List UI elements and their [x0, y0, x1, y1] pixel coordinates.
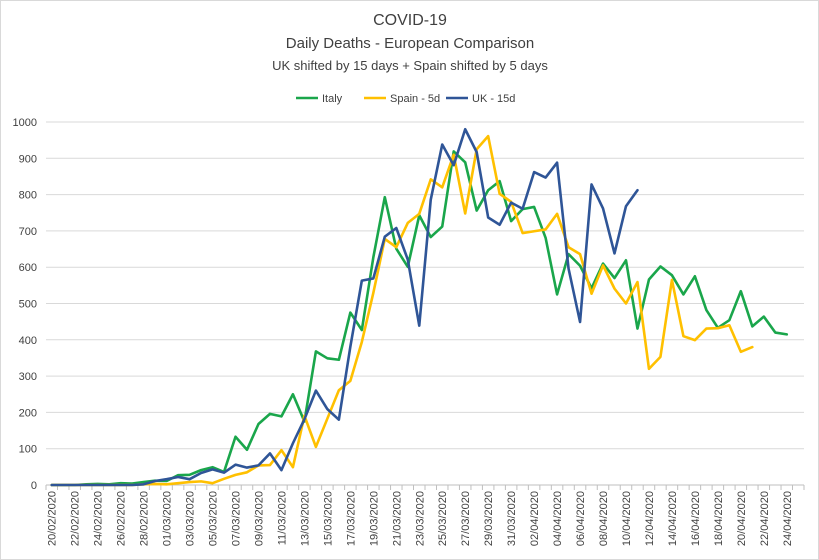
y-tick-label: 200: [19, 407, 37, 419]
legend-label-italy: Italy: [322, 93, 343, 105]
y-tick-label: 500: [19, 299, 37, 311]
x-tick-label: 31/03/2020: [506, 491, 518, 546]
chart-title: COVID-19: [373, 12, 447, 29]
y-tick-label: 800: [19, 190, 37, 202]
x-tick-label: 08/04/2020: [598, 491, 610, 546]
y-tick-label: 1000: [13, 117, 37, 129]
y-tick-label: 400: [19, 335, 37, 347]
x-tick-label: 13/03/2020: [299, 491, 311, 546]
y-tick-label: 900: [19, 153, 37, 165]
legend-label-spain-5d: Spain - 5d: [390, 93, 440, 105]
x-tick-label: 21/03/2020: [391, 491, 403, 546]
x-tick-label: 29/03/2020: [483, 491, 495, 546]
x-tick-label: 16/04/2020: [690, 491, 702, 546]
legend: Italy Spain - 5d UK - 15d: [296, 93, 515, 105]
x-tick-label: 18/04/2020: [713, 491, 725, 546]
x-tick-label: 26/02/2020: [116, 491, 128, 546]
legend-label-uk-15d: UK - 15d: [472, 93, 515, 105]
x-tick-label: 22/02/2020: [70, 491, 82, 546]
x-tick-label: 11/03/2020: [276, 491, 288, 545]
series-lines: [50, 127, 789, 487]
x-tick-label: 09/03/2020: [253, 491, 265, 546]
x-tick-label: 04/04/2020: [552, 491, 564, 546]
x-tick-label: 06/04/2020: [575, 491, 587, 546]
x-axis-ticks: 20/02/2020 22/02/2020 24/02/2020 26/02/2020…: [45, 484, 805, 546]
y-tick-label: 100: [19, 444, 37, 456]
x-tick-label: 07/03/2020: [231, 491, 243, 546]
x-tick-label: 10/04/2020: [621, 491, 633, 546]
x-tick-label: 20/04/2020: [736, 491, 748, 546]
x-tick-label: 28/02/2020: [139, 491, 151, 546]
x-tick-label: 20/02/2020: [47, 491, 59, 546]
x-tick-label: 23/03/2020: [414, 491, 426, 546]
chart-subtitle-shift-note: UK shifted by 15 days + Spain shifted by…: [272, 58, 548, 73]
x-tick-label: 12/04/2020: [644, 491, 656, 546]
series-line-spain-5d: [50, 134, 754, 487]
x-tick-label: 02/04/2020: [529, 491, 541, 546]
x-tick-label: 24/04/2020: [782, 491, 794, 546]
y-tick-label: 0: [31, 480, 37, 492]
x-tick-label: 03/03/2020: [185, 491, 197, 546]
x-tick-label: 17/03/2020: [345, 491, 357, 546]
x-tick-label: 15/03/2020: [322, 491, 334, 546]
y-tick-label: 300: [19, 371, 37, 383]
x-tick-label: 27/03/2020: [460, 491, 472, 546]
x-tick-label: 19/03/2020: [368, 491, 380, 546]
x-tick-label: 01/03/2020: [162, 491, 174, 546]
y-axis-ticks: 0 100 200 300 400 500 600 700 800 900 1000: [13, 117, 37, 492]
y-tick-label: 600: [19, 262, 37, 274]
chart-subtitle: Daily Deaths - European Comparison: [286, 35, 534, 52]
x-tick-label: 14/04/2020: [667, 491, 679, 546]
x-tick-label: 22/04/2020: [759, 491, 771, 546]
x-tick-label: 05/03/2020: [208, 491, 220, 546]
series-line-uk-15d: [50, 127, 639, 487]
x-tick-label: 24/02/2020: [93, 491, 105, 546]
x-tick-label: 25/03/2020: [437, 491, 449, 546]
y-tick-label: 700: [19, 226, 37, 238]
gridlines: [46, 121, 804, 486]
